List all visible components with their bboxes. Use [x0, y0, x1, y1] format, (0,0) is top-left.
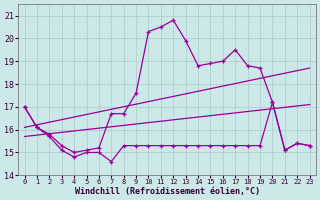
X-axis label: Windchill (Refroidissement éolien,°C): Windchill (Refroidissement éolien,°C)	[75, 187, 260, 196]
